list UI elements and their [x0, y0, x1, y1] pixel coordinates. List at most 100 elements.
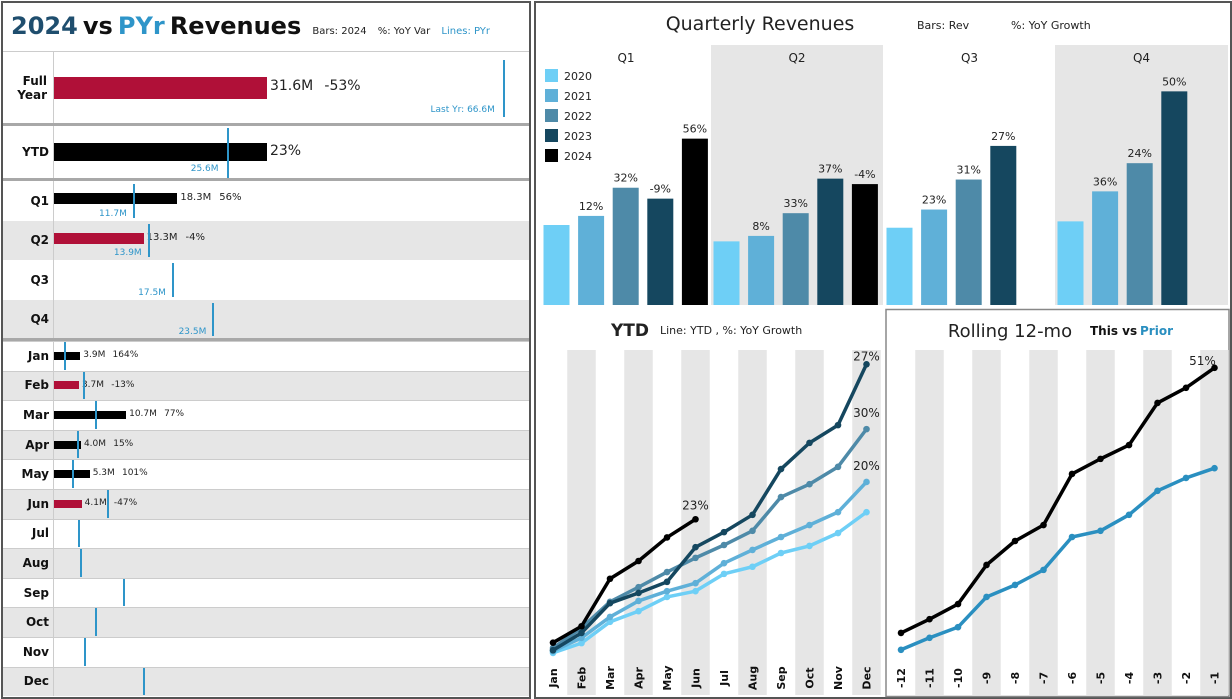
bar-2023-Q4	[1161, 91, 1188, 305]
point-Prior	[1040, 566, 1047, 574]
point-2021	[692, 579, 699, 587]
x-tick-label: Feb	[576, 667, 589, 690]
subtitle-pct: %: YoY Growth	[1011, 19, 1091, 32]
line-Prior	[900, 466, 1216, 652]
point-This	[1125, 441, 1133, 449]
point-2024	[692, 515, 699, 523]
prior-year-line[interactable]	[171, 263, 174, 297]
prior-year-line[interactable]	[80, 549, 83, 577]
prior-year-line[interactable]	[132, 184, 135, 218]
point-This	[897, 629, 905, 637]
row-divider	[3, 518, 529, 520]
column-band	[972, 350, 1001, 695]
point-2023	[834, 421, 842, 429]
prior-year-label: 11.7M	[99, 208, 127, 219]
point-This	[954, 600, 962, 608]
legend-lines: Lines: PYr	[441, 26, 491, 37]
prior-year-line[interactable]	[212, 302, 215, 336]
subtitle-prior: Prior	[1140, 324, 1173, 338]
yoy-pct: -53%	[324, 78, 361, 95]
point-2022	[720, 541, 728, 549]
title-revenues: Revenues	[169, 12, 302, 40]
point-Prior	[926, 634, 933, 642]
point-Prior	[983, 593, 990, 601]
column-band	[1086, 350, 1115, 695]
quarter-header: Q1	[617, 51, 634, 65]
value-amount: 4.1M	[84, 497, 107, 508]
prior-year-line[interactable]	[84, 638, 87, 666]
value-bar[interactable]	[54, 499, 82, 508]
prior-year-line[interactable]	[142, 667, 145, 696]
point-This	[1068, 470, 1076, 478]
point-This	[1011, 537, 1019, 545]
bar-growth-label: 24%	[1127, 147, 1151, 160]
yoy-pct: -13%	[111, 379, 135, 390]
prior-year-line[interactable]	[226, 128, 229, 178]
bullet-row: Mar 10.7M 77%	[3, 400, 529, 430]
x-tick-label: -7	[1038, 672, 1051, 684]
series-end-label: 23%	[682, 498, 709, 512]
row-divider	[53, 126, 54, 178]
value-bar[interactable]	[54, 143, 267, 161]
point-2022	[863, 425, 870, 433]
prior-year-line[interactable]	[147, 223, 150, 257]
value-amount: 31.6M	[269, 78, 314, 95]
legend-label: 2022	[564, 110, 592, 123]
point-2023	[777, 465, 785, 473]
point-2022	[663, 568, 671, 576]
row-label: Jan	[27, 348, 49, 363]
value-bar[interactable]	[54, 232, 144, 244]
row-divider	[3, 607, 529, 609]
bullet-row: Sep	[3, 577, 529, 608]
value-bar[interactable]	[54, 76, 267, 99]
value-bar[interactable]	[54, 351, 81, 360]
prior-year-line[interactable]	[78, 519, 81, 548]
point-2023	[663, 578, 671, 586]
prior-year-line[interactable]	[64, 342, 67, 370]
x-tick-label: Sep	[775, 666, 788, 689]
value-bar[interactable]	[54, 470, 90, 479]
yoy-pct: 15%	[113, 438, 134, 449]
point-2020	[863, 508, 870, 516]
value-bar[interactable]	[54, 193, 178, 205]
value-bar[interactable]	[54, 381, 79, 390]
bullet-row: Apr 4.0M 15%	[3, 429, 529, 460]
row-label: Jul	[31, 526, 49, 541]
bar-2023-Q1	[647, 198, 674, 305]
value-bar[interactable]	[54, 440, 81, 449]
value-label: 23%	[270, 143, 301, 159]
prior-year-line[interactable]	[502, 60, 505, 117]
prior-year-line[interactable]	[107, 490, 110, 518]
row-label: Q3	[30, 272, 49, 287]
bar-growth-label: 32%	[613, 172, 637, 185]
chart-title: YTD	[610, 321, 649, 341]
prior-year-line[interactable]	[95, 608, 98, 636]
x-tick-label: Jun	[690, 668, 703, 689]
row-label: Full Year	[17, 73, 47, 102]
point-2020	[749, 563, 756, 571]
prior-year-line[interactable]	[72, 460, 75, 488]
bullet-row: Dec	[3, 666, 529, 697]
legend-pct: %: YoY Var	[377, 26, 431, 37]
point-2021	[720, 559, 728, 567]
point-2020	[806, 542, 813, 550]
prior-year-line[interactable]	[95, 401, 98, 429]
prior-year-label: 25.6M	[190, 164, 219, 174]
value-label: 13.3M -4%	[147, 232, 205, 243]
yoy-pct: 101%	[121, 468, 148, 479]
series-end-label: 27%	[853, 349, 880, 363]
prior-year-line[interactable]	[123, 578, 126, 607]
bar-2021-Q1	[578, 215, 605, 305]
point-2024	[606, 575, 614, 583]
x-tick-label: -3	[1152, 672, 1165, 684]
row-divider	[3, 400, 529, 402]
bullet-row: Full Year 31.6M -53% Last Yr: 66.6M	[3, 52, 529, 123]
bar-2021-Q2	[748, 235, 775, 305]
row-divider	[53, 489, 54, 519]
x-tick-label: Apr	[633, 667, 646, 689]
prior-year-line[interactable]	[82, 371, 85, 400]
value-bar[interactable]	[54, 410, 127, 419]
value-amount: 3.7M	[81, 379, 105, 390]
prior-year-line[interactable]	[76, 430, 79, 459]
bullet-row: Q3 17.5M	[3, 260, 529, 300]
